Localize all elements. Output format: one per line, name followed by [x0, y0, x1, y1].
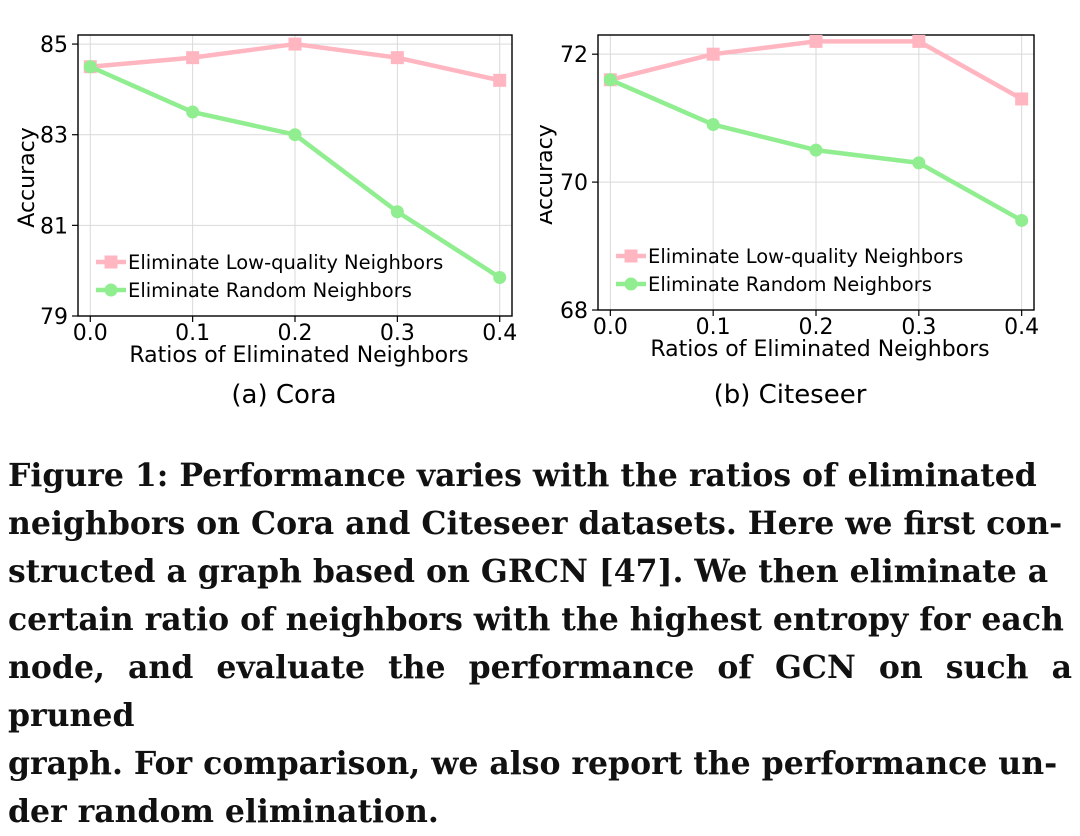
y-tick-label: 72 [560, 43, 588, 68]
caption-line: Figure 1: Performance varies with the ra… [8, 457, 1037, 494]
figure-caption: Figure 1: Performance varies with the ra… [8, 452, 1072, 836]
data-point [186, 105, 200, 119]
data-point [809, 34, 823, 48]
x-tick-label: 0.4 [482, 321, 517, 346]
data-point [390, 205, 404, 219]
y-tick-label: 85 [40, 33, 68, 58]
data-point [706, 118, 720, 132]
data-point [288, 37, 302, 51]
y-axis-label: Accuracy [540, 124, 558, 224]
x-tick-label: 0.2 [799, 315, 834, 340]
y-axis-label: Accuracy [15, 127, 40, 227]
x-axis-label: Ratios of Eliminated Neighbors [650, 337, 989, 362]
caption-line: neighbors on Cora and Citeseer datasets.… [8, 505, 1063, 542]
legend-entry: Eliminate Random Neighbors [128, 279, 412, 302]
legend-swatch-marker [624, 249, 638, 263]
legend-entry: Eliminate Low-quality Neighbors [648, 245, 963, 268]
chart-citeseer: 0.0 0.1 0.2 0.3 0.4 68 70 72 Ratios of Eliminate… [540, 34, 1039, 410]
x-axis-label: Ratios of Eliminated Neighbors [129, 343, 468, 368]
data-point [493, 270, 507, 284]
data-point [83, 60, 97, 74]
data-point [603, 73, 617, 87]
x-tick-label: 0.3 [380, 321, 415, 346]
data-point [809, 143, 823, 157]
legend-swatch-marker [104, 283, 118, 297]
legend-swatch-marker [624, 277, 638, 291]
data-point [706, 47, 720, 61]
y-tick-label: 83 [40, 124, 68, 149]
caption-line: node, and evaluate the performance of GC… [8, 649, 1072, 734]
x-tick-label: 0.4 [1004, 315, 1039, 340]
chart-cora: 0.0 0.1 0.2 0.3 0.4 79 81 83 85 Ratios of Elimina… [15, 33, 517, 410]
y-tick-label: 81 [40, 214, 68, 239]
figure-row: 0.0 0.1 0.2 0.3 0.4 79 81 83 85 Ratios of Elimina… [15, 33, 1039, 410]
legend-swatch-marker [104, 255, 118, 269]
x-tick-label: 0.2 [278, 321, 313, 346]
caption-line: structed a graph based on GRCN [47]. We … [8, 553, 1049, 590]
y-tick-label: 68 [560, 299, 588, 324]
x-tick-label: 0.0 [73, 321, 108, 346]
caption-line: graph. For comparison, we also report th… [8, 745, 1058, 782]
y-tick-label: 70 [560, 171, 588, 196]
subfigure-caption: (b) Citeseer [714, 380, 867, 410]
x-tick-label: 0.1 [696, 315, 731, 340]
subfigure-caption: (a) Cora [231, 380, 336, 410]
legend-entry: Eliminate Random Neighbors [648, 273, 932, 296]
legend-entry: Eliminate Low-quality Neighbors [128, 251, 443, 274]
caption-line: certain ratio of neighbors with the high… [8, 601, 1064, 638]
data-point [390, 51, 404, 65]
x-tick-label: 0.0 [593, 315, 628, 340]
data-point [912, 156, 926, 170]
caption-line: der random elimination. [8, 793, 439, 830]
x-tick-label: 0.1 [175, 321, 210, 346]
data-point [288, 128, 302, 142]
y-tick-label: 79 [40, 305, 68, 330]
data-point [912, 34, 926, 48]
x-tick-label: 0.3 [901, 315, 936, 340]
data-point [1015, 92, 1029, 106]
data-point [1015, 213, 1029, 227]
data-point [493, 73, 507, 87]
data-point [186, 51, 200, 65]
